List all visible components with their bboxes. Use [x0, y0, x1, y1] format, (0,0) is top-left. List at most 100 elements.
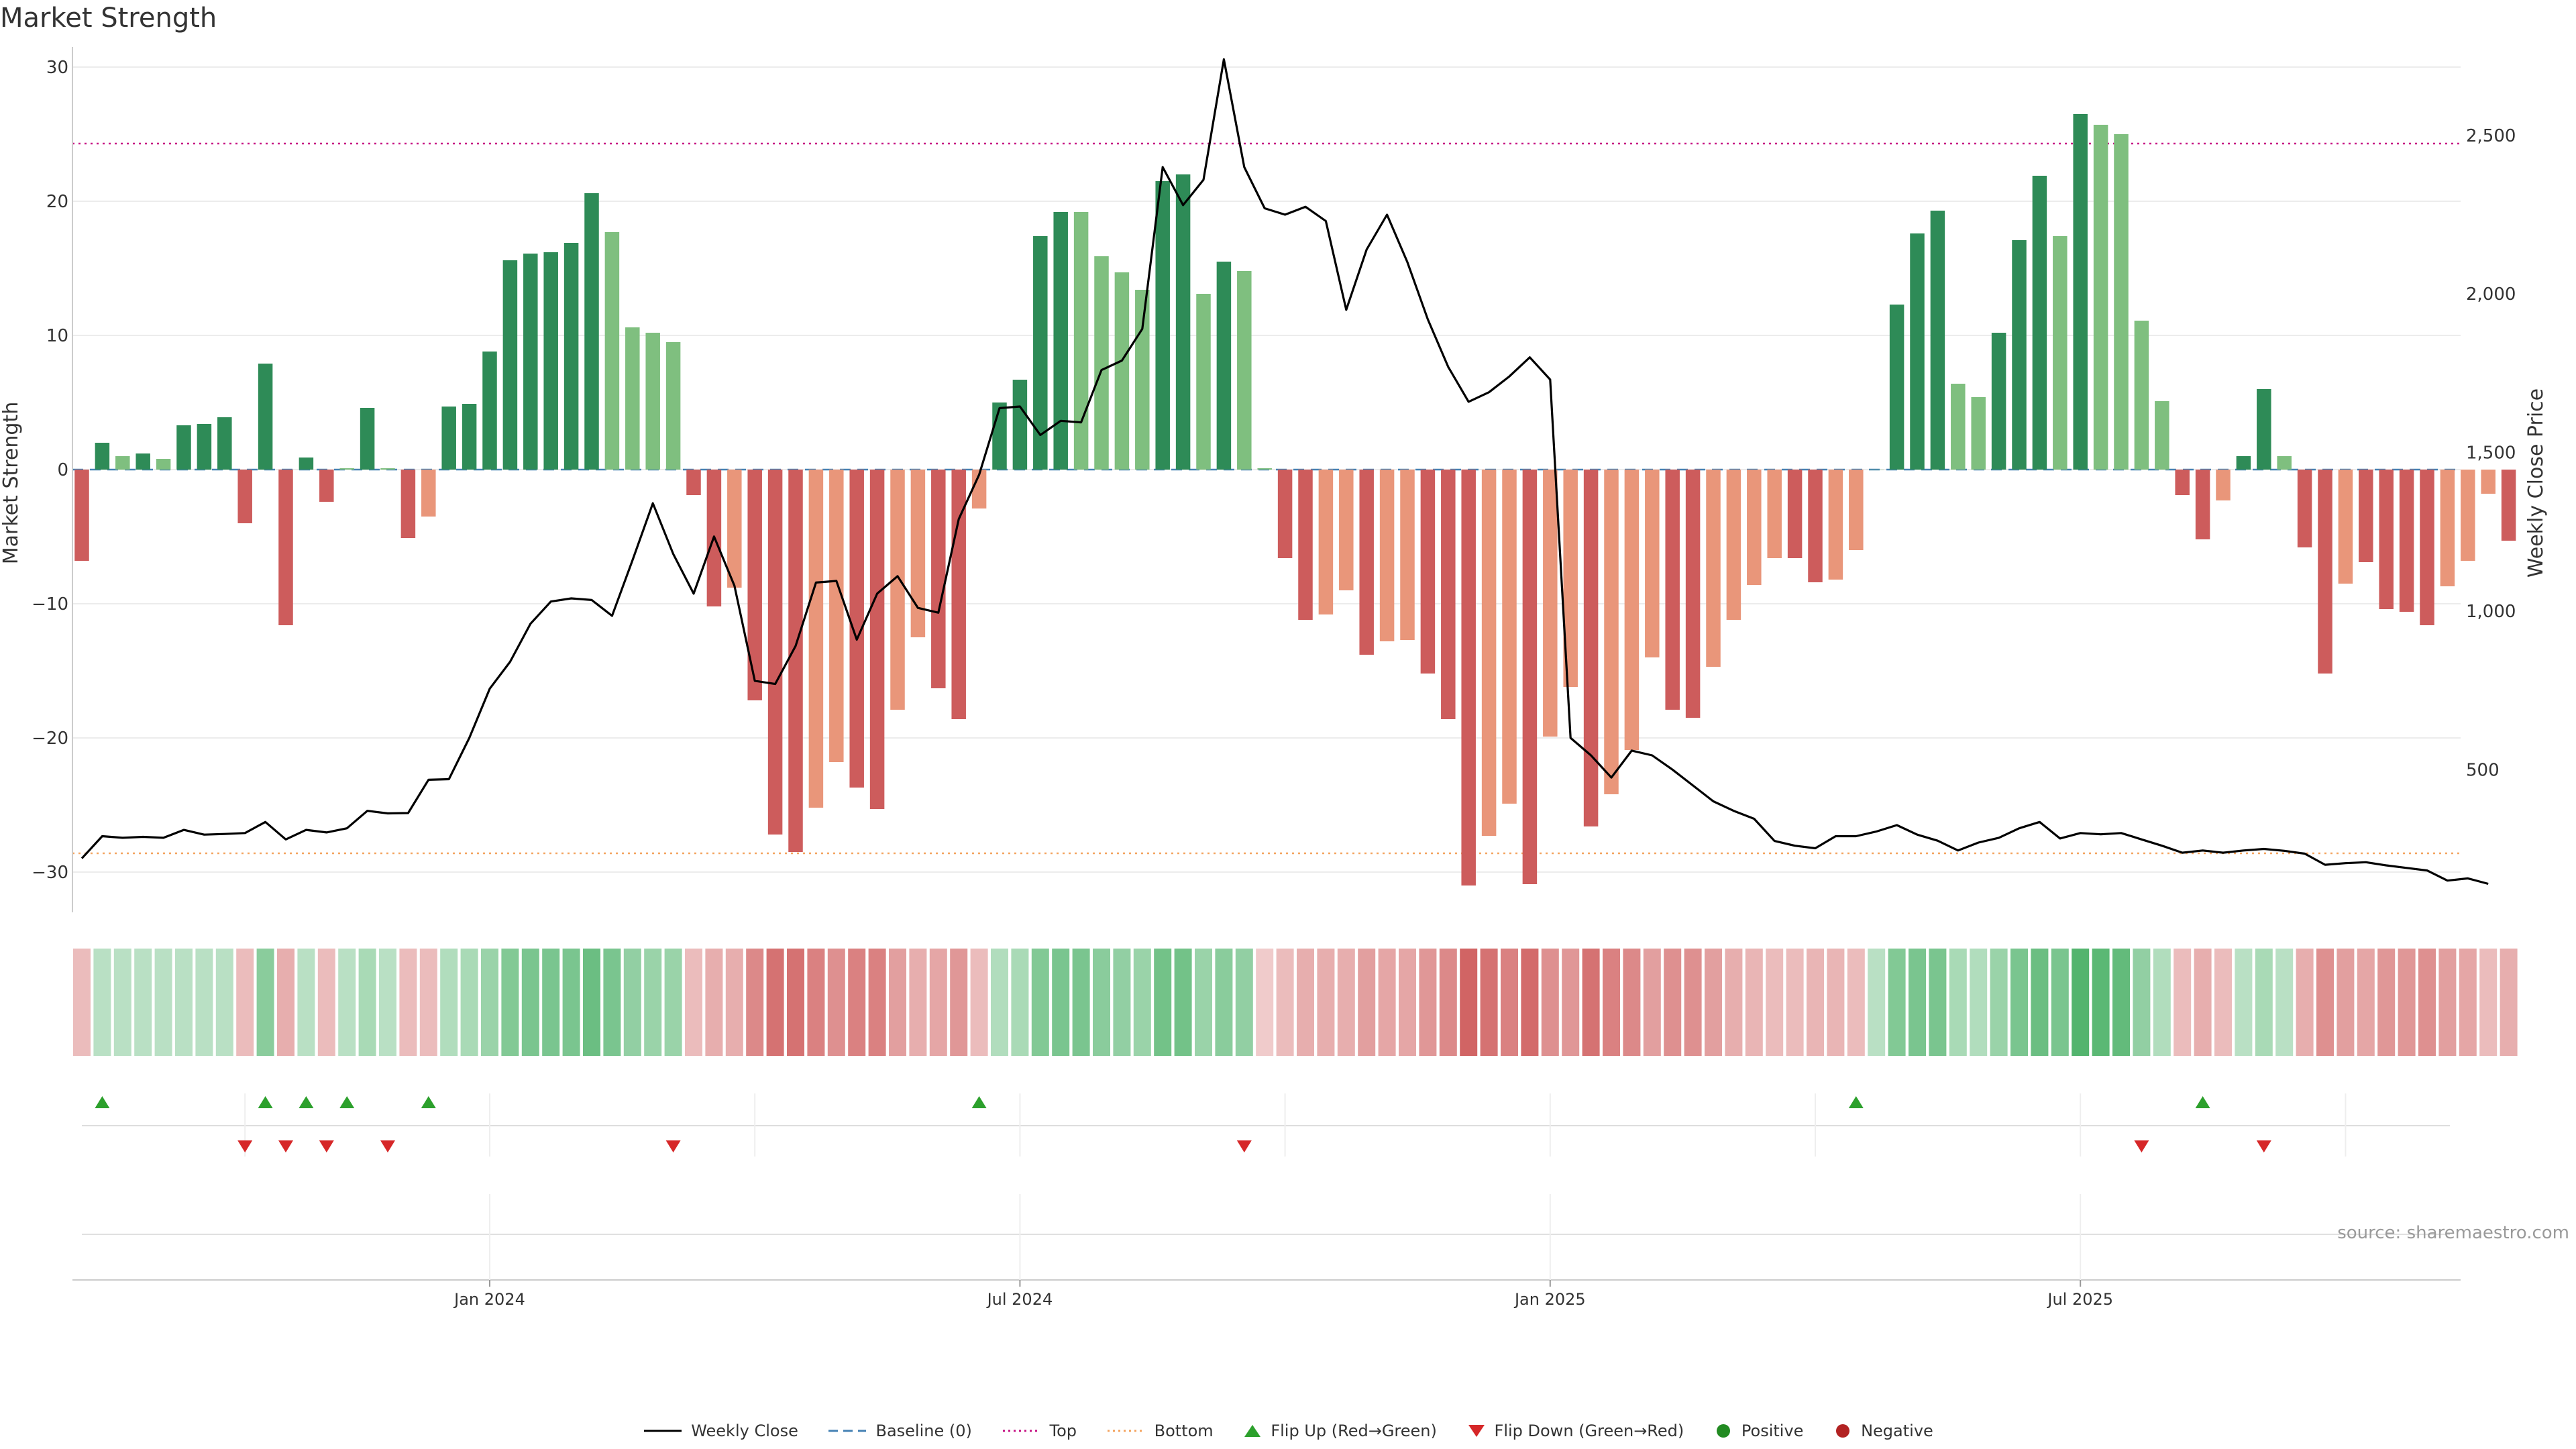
y-tick-label: 30: [46, 58, 68, 78]
strength-bar: [2216, 470, 2231, 500]
heat-cell: [1093, 949, 1110, 1056]
heat-cell: [562, 949, 580, 1056]
heat-cell: [1480, 949, 1498, 1056]
heat-cell: [154, 949, 172, 1056]
heat-cell: [1154, 949, 1172, 1056]
heat-cell: [746, 949, 764, 1056]
flip-up-marker: [971, 1096, 987, 1108]
heat-cell: [481, 949, 498, 1056]
heat-cell: [2316, 949, 2334, 1056]
y-tick-label: 0: [57, 460, 68, 480]
y2-tick-label: 1,500: [2466, 443, 2516, 464]
heat-cell: [705, 949, 723, 1056]
heat-cell: [2194, 949, 2212, 1056]
heat-cell: [827, 949, 845, 1056]
heat-cell: [542, 949, 560, 1056]
legend-flip-down: Flip Down (Green→Red): [1466, 1421, 1684, 1440]
heat-cell: [1113, 949, 1131, 1056]
strength-bar: [2195, 470, 2210, 539]
legend-bottom-label: Bottom: [1154, 1421, 1214, 1440]
heat-cell: [603, 949, 621, 1056]
heat-cell: [215, 949, 233, 1056]
strength-bar: [482, 352, 497, 470]
strength-bar: [2236, 456, 2251, 470]
heat-cell: [2235, 949, 2253, 1056]
heat-cell: [1562, 949, 1580, 1056]
strength-bar: [2318, 470, 2332, 674]
strength-bar: [523, 254, 538, 470]
y-tick-label: 10: [46, 326, 68, 346]
heat-cell: [1603, 949, 1620, 1056]
heat-cell: [2051, 949, 2069, 1056]
strength-bar: [1685, 470, 1701, 718]
strength-bar: [1053, 212, 1068, 470]
legend-baseline: Baseline (0): [827, 1421, 972, 1440]
flip-up-marker: [1848, 1096, 1864, 1108]
strength-bar: [2461, 470, 2475, 561]
heat-cell: [440, 949, 458, 1056]
heat-cell: [1460, 949, 1478, 1056]
strength-bar: [1033, 236, 1048, 470]
heat-cell: [1909, 949, 1926, 1056]
legend-top: Top: [1002, 1421, 1077, 1440]
strength-bar: [625, 327, 640, 470]
strength-bar: [2359, 470, 2373, 562]
strength-bar: [1543, 470, 1558, 737]
heat-cell: [256, 949, 274, 1056]
heat-cell: [1052, 949, 1070, 1056]
heat-cell: [970, 949, 988, 1056]
heat-cell: [889, 949, 906, 1056]
heat-cell: [358, 949, 376, 1056]
strength-bar: [645, 333, 660, 470]
heat-cell: [501, 949, 519, 1056]
heat-cell: [419, 949, 437, 1056]
heat-cell: [175, 949, 193, 1056]
heat-cell: [379, 949, 396, 1056]
strength-bar: [1155, 181, 1170, 470]
heat-cell: [2133, 949, 2151, 1056]
strength-bar: [869, 470, 885, 809]
heat-cell: [1582, 949, 1600, 1056]
strength-bar: [462, 404, 477, 470]
heat-cell: [1868, 949, 1886, 1056]
legend: Weekly Close Baseline (0) Top Bottom Fli…: [0, 1421, 2576, 1440]
heat-cell: [2357, 949, 2375, 1056]
strength-bar: [890, 470, 905, 710]
strength-bar: [2093, 125, 2108, 470]
heat-cell: [1195, 949, 1212, 1056]
heat-cell: [1031, 949, 1049, 1056]
flip-down-marker: [1236, 1140, 1252, 1152]
strength-bar: [1502, 470, 1517, 804]
heat-cell: [2377, 949, 2396, 1056]
strength-bar: [115, 456, 130, 470]
strength-bar: [380, 468, 395, 470]
strength-bar: [1583, 470, 1599, 826]
strength-bar: [1379, 470, 1395, 641]
heat-cell: [1317, 949, 1335, 1056]
x-tick-label: Jan 2025: [1513, 1290, 1586, 1309]
heat-cell: [236, 949, 254, 1056]
strength-bar: [1359, 470, 1374, 655]
flip-down-marker: [380, 1140, 395, 1152]
heat-cell: [1766, 949, 1784, 1056]
heat-cell: [787, 949, 804, 1056]
heat-cell: [991, 949, 1008, 1056]
heat-cell: [521, 949, 539, 1056]
flip-down-marker: [665, 1140, 681, 1152]
heat-cell: [807, 949, 825, 1056]
strength-bar: [1828, 470, 1843, 580]
heat-cell: [725, 949, 743, 1056]
heat-cell: [134, 949, 152, 1056]
strength-bar: [727, 470, 742, 588]
heat-cell: [1072, 949, 1090, 1056]
heat-cell: [1807, 949, 1824, 1056]
strength-bars: [74, 114, 2516, 885]
legend-flip-up-label: Flip Up (Red→Green): [1271, 1421, 1437, 1440]
strength-bar: [1563, 470, 1578, 687]
heat-cell: [2112, 949, 2130, 1056]
heat-cell: [2010, 949, 2028, 1056]
strength-bar: [278, 470, 293, 625]
flip-up-marker: [339, 1096, 355, 1108]
green-dot-icon: [1716, 1424, 1730, 1438]
strength-bar: [217, 417, 232, 470]
